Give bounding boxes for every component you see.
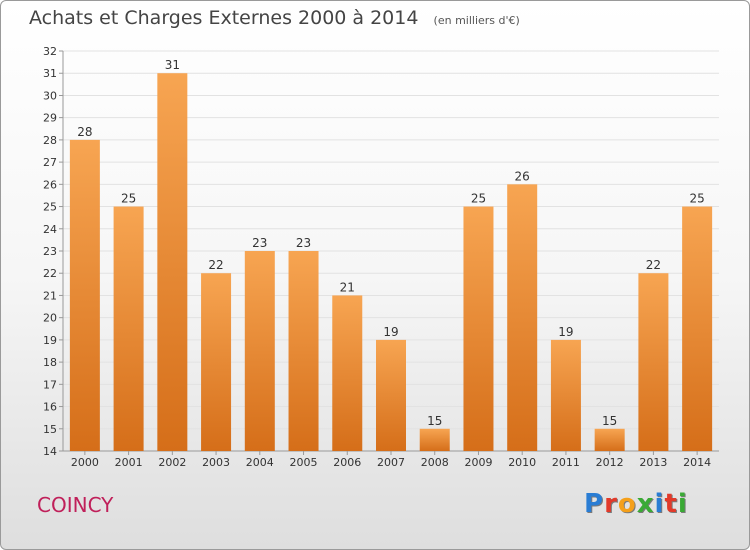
x-tick-label: 2003 — [202, 456, 230, 469]
commune-name: COINCY — [37, 493, 114, 517]
logo-letter: i — [654, 489, 665, 519]
x-tick-label: 2001 — [115, 456, 143, 469]
bar — [419, 428, 450, 451]
y-tick-label: 21 — [43, 289, 57, 302]
y-tick-label: 32 — [43, 45, 57, 58]
bar — [288, 251, 319, 451]
y-tick-labels: 14 15 16 17 18 19 20 21 22 23 24 25 26 27 28 29 30 31 32 — [43, 45, 57, 458]
value-label: 19 — [558, 325, 573, 339]
logo-letter: t — [664, 489, 678, 519]
y-tick-label: 28 — [43, 134, 57, 147]
value-labels: 28 25 31 22 23 23 21 19 15 25 26 19 15 22 25 — [77, 58, 705, 428]
bars — [69, 73, 713, 452]
value-label: 19 — [383, 325, 398, 339]
bar — [638, 273, 669, 451]
x-tick-labels: 2000 2001 2002 2003 2004 2005 2006 2007 2008 2009… — [71, 456, 711, 469]
y-tick-label: 18 — [43, 356, 57, 369]
x-tick-label: 2004 — [246, 456, 274, 469]
x-tick-label: 2011 — [552, 456, 580, 469]
bar — [113, 206, 144, 451]
y-tick-label: 27 — [43, 156, 57, 169]
value-label: 15 — [602, 414, 617, 428]
bar — [594, 428, 625, 451]
logo-letter: o — [617, 489, 637, 519]
proxiti-logo: Proxiti — [584, 489, 688, 519]
bar — [463, 206, 494, 451]
bar — [244, 251, 275, 451]
x-tick-label: 2005 — [290, 456, 318, 469]
y-tick-label: 29 — [43, 112, 57, 125]
logo-letter: x — [636, 489, 655, 519]
x-tick-label: 2012 — [596, 456, 624, 469]
value-label: 25 — [121, 192, 136, 206]
logo-letter: P — [584, 489, 605, 519]
value-label: 22 — [646, 258, 661, 272]
bar — [332, 295, 363, 451]
value-label: 25 — [689, 192, 704, 206]
value-label: 23 — [296, 236, 311, 250]
title-row: Achats et Charges Externes 2000 à 2014 (… — [29, 7, 520, 29]
value-label: 23 — [252, 236, 267, 250]
bar — [550, 339, 581, 451]
y-tick-label: 20 — [43, 312, 57, 325]
bar — [682, 206, 713, 451]
x-tick-label: 2002 — [158, 456, 186, 469]
value-label: 22 — [208, 258, 223, 272]
bar — [201, 273, 232, 451]
x-tick-label: 2010 — [508, 456, 536, 469]
y-tick-label: 24 — [43, 223, 57, 236]
x-tick-label: 2008 — [421, 456, 449, 469]
bar — [507, 184, 538, 452]
y-tick-label: 23 — [43, 245, 57, 258]
y-tick-label: 19 — [43, 334, 57, 347]
bar — [69, 139, 100, 451]
value-label: 31 — [165, 58, 180, 72]
x-tick-label: 2000 — [71, 456, 99, 469]
y-tick-label: 14 — [43, 445, 57, 458]
y-tick-label: 15 — [43, 423, 57, 436]
logo-letter: i — [677, 489, 688, 519]
x-tick-label: 2013 — [639, 456, 667, 469]
value-label: 21 — [340, 280, 355, 294]
bar — [376, 339, 406, 451]
y-tick-label: 26 — [43, 178, 57, 191]
value-label: 15 — [427, 414, 442, 428]
chart-subtitle: (en milliers d'€) — [433, 14, 520, 27]
logo-letter: r — [604, 489, 618, 519]
y-tick-label: 16 — [43, 401, 57, 414]
y-tick-label: 22 — [43, 267, 57, 280]
chart-title: Achats et Charges Externes 2000 à 2014 — [29, 7, 419, 29]
y-tick-label: 25 — [43, 201, 57, 214]
y-tick-label: 30 — [43, 89, 57, 102]
x-tick-label: 2009 — [464, 456, 492, 469]
x-tick-label: 2014 — [683, 456, 711, 469]
value-label: 26 — [515, 169, 530, 183]
x-tick-label: 2007 — [377, 456, 405, 469]
y-tick-label: 17 — [43, 378, 57, 391]
x-tick-label: 2006 — [333, 456, 361, 469]
bar — [157, 73, 188, 451]
value-label: 28 — [77, 125, 92, 139]
y-tick-label: 31 — [43, 67, 57, 80]
value-label: 25 — [471, 192, 486, 206]
